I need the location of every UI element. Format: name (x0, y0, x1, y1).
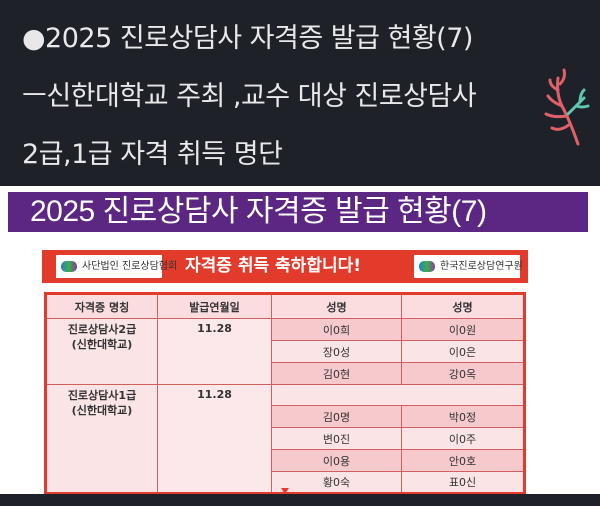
name-cell: 변0진 (271, 427, 402, 450)
issue-date: 11.28 (157, 384, 272, 494)
cert-title: 진로상담사1급 (67, 389, 137, 402)
name-cell: 김0현 (271, 362, 402, 385)
post-line: 2급,1급 자격 취득 명단 (22, 139, 283, 170)
table-row: 김0현 강0옥 (46, 362, 525, 385)
banner-title: 2025 진로상담사 자격증 발급 현황(7) (8, 192, 588, 232)
name-cell: 김0명 (271, 405, 402, 428)
table-row: 장0성 이0은 (46, 340, 525, 363)
table-row: 진로상담사1급 (신한대학교) 11.28 (45, 384, 525, 494)
cert-org: (신한대학교) (71, 338, 133, 351)
table-row: 진로상담사2급 (신한대학교) 11.28 이0희 이0원 (45, 318, 525, 385)
down-arrow-icon (281, 488, 289, 494)
header-cell: 성명 (271, 293, 402, 319)
name-cell: 장0성 (271, 340, 402, 363)
post-line: ㅡ신한대학교 주최 ,교수 대상 진로상담사 (22, 81, 477, 112)
table-row: 황0숙 표0신 (46, 471, 525, 494)
logo-left-text: 사단법인 진로상담협회 (82, 261, 178, 272)
name-cell: 안0호 (401, 449, 525, 472)
name-cell (271, 384, 525, 406)
logo-left: 사단법인 진로상담협회 (56, 255, 177, 278)
congrats-text: 자격증 취득 축하합니다! (185, 256, 361, 276)
header-cell: 성명 (401, 293, 525, 319)
header-cell: 발급연월일 (157, 293, 272, 319)
name-cell: 강0옥 (401, 362, 525, 385)
logo-right-text: 한국진로상담연구원 (440, 261, 523, 272)
cert-title: 진로상담사2급 (67, 323, 137, 336)
post-line: ●2025 진로상담사 자격증 발급 현황(7) (22, 23, 473, 54)
name-cell: 황0숙 (271, 471, 402, 494)
congrats-bar: 사단법인 진로상담협회 자격증 취득 축하합니다! 한국진로상담연구원 (42, 250, 528, 283)
table-row: 이0용 안0호 (46, 449, 525, 472)
name-cell: 이0원 (401, 318, 525, 341)
table-header: 자격증 명칭 발급연월일 성명 성명 (45, 293, 525, 319)
certificate-image: 2025 진로상담사 자격증 발급 현황(7) 사단법인 진로상담협회 자격증 … (0, 186, 600, 495)
cert-table: 자격증 명칭 발급연월일 성명 성명 진로상담사2급 (신한대학교) 11.28 … (44, 292, 526, 495)
header-cell: 자격증 명칭 (45, 293, 158, 319)
table-row: 김0명 박0정 (46, 405, 525, 428)
bottom-bar (0, 494, 600, 506)
cert-name: 진로상담사2급 (신한대학교) (45, 318, 158, 385)
name-cell: 이0은 (401, 340, 525, 363)
issue-date: 11.28 (157, 318, 272, 385)
cert-org: (신한대학교) (71, 404, 133, 417)
coral-icon (544, 68, 590, 146)
logo-right: 한국진로상담연구원 (414, 255, 523, 278)
name-cell: 이0희 (271, 318, 402, 341)
name-cell: 이0주 (401, 427, 525, 450)
name-cell: 표0신 (401, 471, 525, 494)
post-text: ●2025 진로상담사 자격증 발급 현황(7) ㅡ신한대학교 주최 ,교수 대… (22, 10, 477, 184)
name-cell: 이0용 (271, 449, 402, 472)
cert-name: 진로상담사1급 (신한대학교) (45, 384, 158, 494)
name-cell: 박0정 (401, 405, 525, 428)
